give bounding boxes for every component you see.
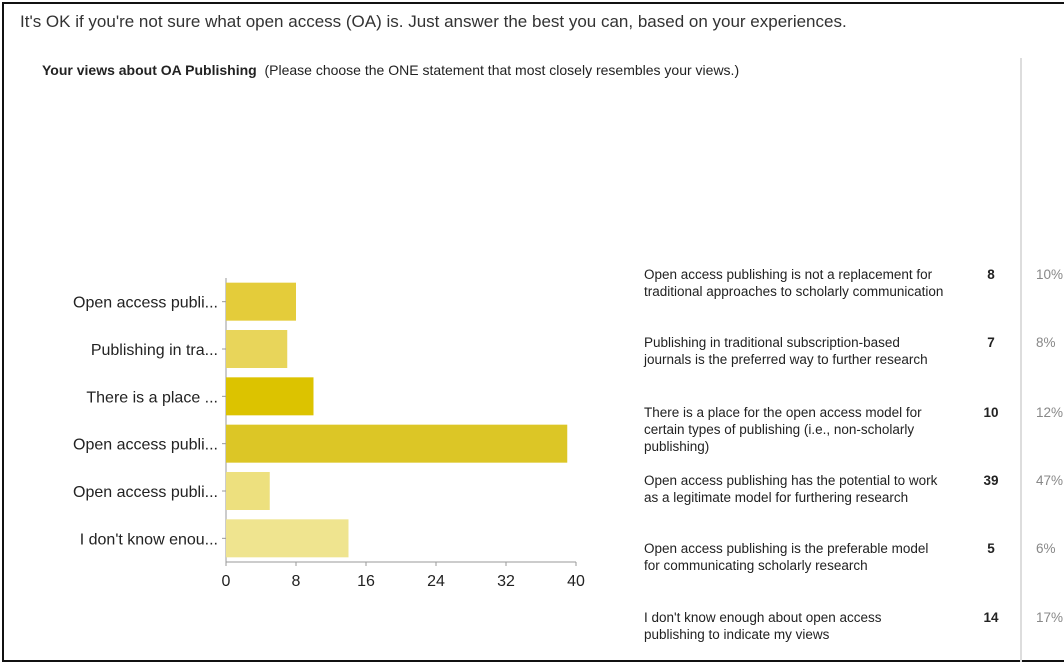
bar — [226, 472, 270, 510]
result-percent: 6% — [1036, 541, 1056, 556]
column-divider — [1020, 58, 1022, 662]
category-label: I don't know enou... — [80, 531, 218, 548]
intro-text: It's OK if you're not sure what open acc… — [20, 12, 847, 31]
bar — [226, 377, 314, 416]
result-count: 39 — [983, 473, 999, 488]
result-percent: 47% — [1036, 473, 1064, 488]
x-tick-label: 8 — [292, 573, 301, 590]
x-tick-label: 24 — [427, 573, 445, 590]
category-label: Open access publi... — [73, 295, 218, 312]
result-statement: I don't know enough about open access pu… — [644, 610, 882, 642]
result-count: 14 — [983, 610, 999, 625]
category-label: Publishing in tra... — [91, 342, 218, 359]
result-statement: Publishing in traditional subscription-b… — [644, 335, 928, 367]
bar — [226, 519, 349, 558]
category-label: Open access publi... — [73, 484, 218, 501]
bar — [226, 424, 568, 463]
result-percent: 17% — [1036, 610, 1064, 625]
result-statement: Open access publishing is the preferable… — [644, 541, 929, 573]
result-statement: There is a place for the open access mod… — [644, 405, 922, 454]
result-percent: 12% — [1036, 405, 1064, 420]
question-instruction: (Please choose the ONE statement that mo… — [264, 62, 740, 78]
result-statement: Open access publishing has the potential… — [644, 473, 938, 505]
result-percent: 10% — [1036, 267, 1064, 282]
result-statement: Open access publishing is not a replacem… — [644, 267, 944, 299]
x-tick-label: 32 — [497, 573, 515, 590]
result-count: 7 — [987, 335, 995, 350]
x-tick-label: 40 — [567, 573, 585, 590]
category-label: Open access publi... — [73, 437, 218, 454]
result-percent: 8% — [1036, 335, 1056, 350]
x-tick-label: 16 — [357, 573, 375, 590]
category-label: There is a place ... — [86, 389, 218, 406]
result-count: 8 — [987, 267, 995, 282]
bar — [226, 282, 296, 321]
result-count: 10 — [983, 405, 999, 420]
x-tick-label: 0 — [222, 573, 231, 590]
bar — [226, 330, 288, 368]
result-count: 5 — [987, 541, 995, 556]
question-heading: Your views about OA Publishing (Please c… — [42, 62, 739, 78]
question-title: Your views about OA Publishing — [42, 62, 257, 78]
